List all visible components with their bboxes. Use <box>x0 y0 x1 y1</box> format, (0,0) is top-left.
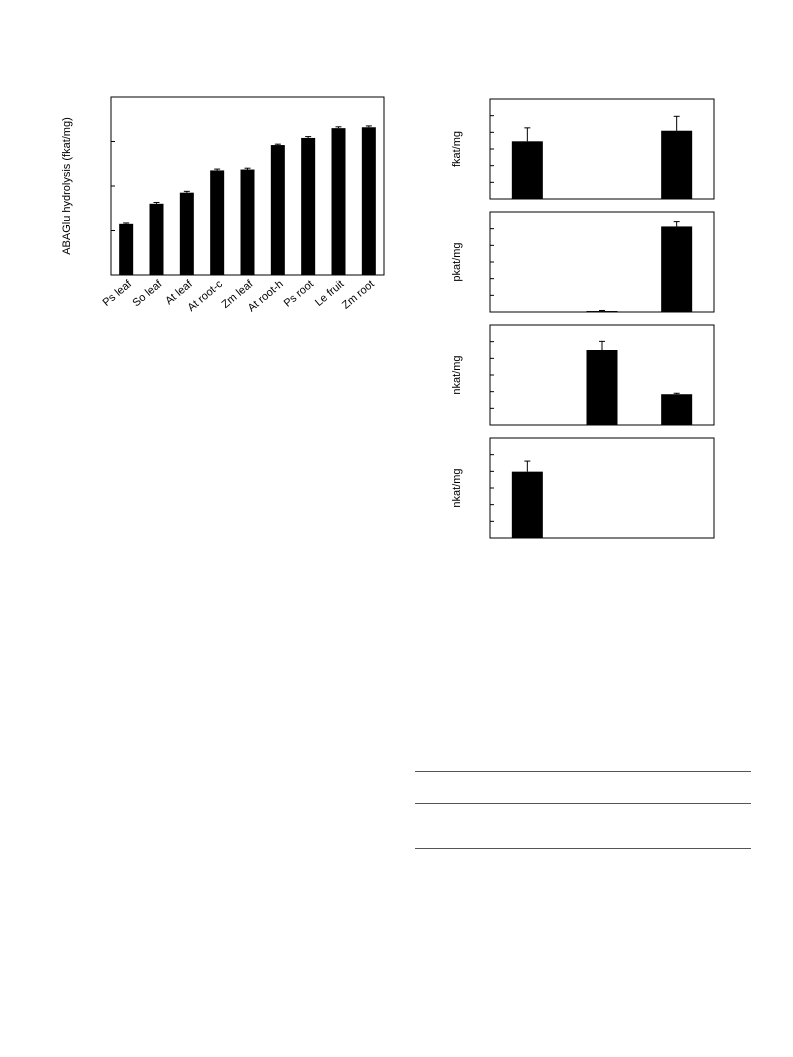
bar <box>511 471 543 538</box>
table-header-rule <box>415 803 751 804</box>
bar <box>119 223 134 275</box>
bar <box>179 192 194 275</box>
bar <box>511 141 543 199</box>
bar <box>661 130 693 199</box>
y-axis-label: pkat/mg <box>451 242 463 281</box>
x-tick-label: Ps root <box>282 278 316 310</box>
bar <box>240 169 255 275</box>
table-top-rule <box>415 771 751 772</box>
bar <box>661 394 693 425</box>
y-axis-label: nkat/mg <box>451 468 463 507</box>
y-axis-label: nkat/mg <box>451 355 463 394</box>
chart-4: nkat/mg <box>451 324 715 426</box>
bar <box>210 170 225 275</box>
chart-3: pkat/mg <box>451 211 715 313</box>
bar <box>270 145 285 275</box>
table-bottom-rule <box>415 848 751 849</box>
chart-2: fkat/mg <box>451 98 715 200</box>
y-axis-label: ABAGlu hydrolysis (fkat/mg) <box>61 117 73 255</box>
bar <box>361 127 376 275</box>
x-tick-label: Zm root <box>340 278 377 312</box>
bar <box>331 128 346 275</box>
x-tick-label: At root-c <box>186 278 226 314</box>
bar <box>586 311 618 312</box>
bar <box>149 203 164 275</box>
bar <box>301 137 316 275</box>
bar <box>661 226 693 312</box>
y-axis-label: fkat/mg <box>451 131 463 167</box>
chart-5: nkat/mg <box>451 437 715 539</box>
bar <box>586 350 618 425</box>
x-tick-label: So leaf <box>130 278 165 310</box>
x-tick-label: Ps leaf <box>101 278 135 309</box>
